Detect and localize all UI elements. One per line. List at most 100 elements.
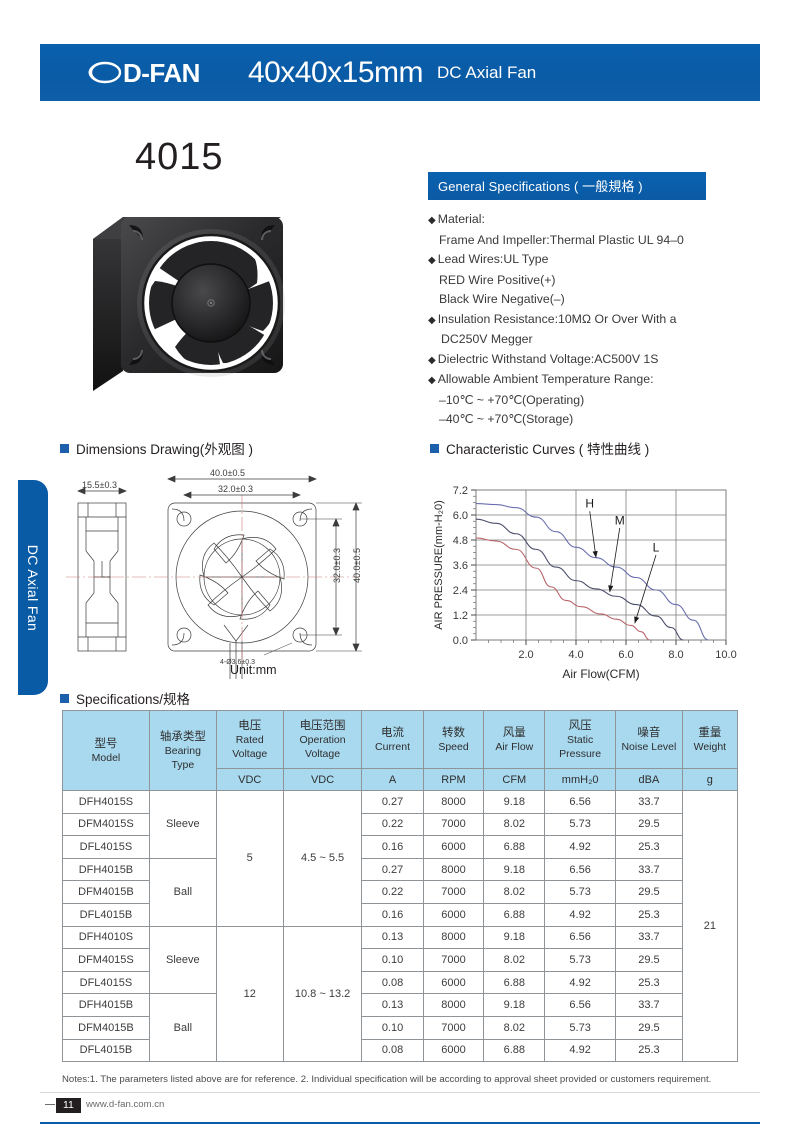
d-fan-ellipse-icon: [87, 60, 122, 85]
dim-width-holes: 32.0±0.3: [218, 484, 253, 494]
banner-subtitle: DC Axial Fan: [437, 63, 537, 82]
spec-line: ◆ Lead Wires:UL Type: [428, 252, 549, 266]
cell-noise-level: 29.5: [615, 948, 683, 972]
cell-operation-voltage: 10.8 ~ 13.2: [282, 925, 363, 1063]
section-heading-specifications: Specifications/规格: [60, 688, 190, 708]
cell-current: 0.08: [361, 1038, 424, 1063]
table-row: DFH4010S Sleeve 12 10.8 ~ 13.2 0.13 8000 9.18 6…: [62, 925, 738, 1063]
cell-noise-level: 25.3: [615, 835, 683, 859]
cell-rated-voltage: 5: [215, 790, 284, 927]
cell-static-pressure: 4.92: [544, 835, 617, 859]
cell-model: DFL4015B: [62, 902, 150, 927]
cell-air-flow: 8.02: [483, 812, 546, 837]
cell-static-pressure: 5.73: [544, 812, 617, 837]
spec-line: Black Wire Negative(–): [439, 292, 565, 306]
cell-static-pressure: 5.73: [544, 880, 617, 904]
cell-air-flow: 6.88: [483, 1038, 546, 1063]
cell-current: 0.10: [361, 1015, 424, 1040]
cell-model: DFM4015S: [62, 948, 150, 972]
spec-line: DC250V Megger: [441, 332, 533, 346]
cell-air-flow: 6.88: [483, 835, 546, 859]
table-row: DFM4015S 0.22 7000 8.02 5.73 29.5: [62, 812, 738, 837]
cell-static-pressure: 6.56: [544, 857, 617, 882]
cell-model: DFL4015B: [62, 1038, 150, 1063]
cell-noise-level: 29.5: [615, 1015, 683, 1040]
cell-model: DFH4010S: [62, 925, 150, 950]
cell-noise-level: 33.7: [615, 857, 683, 882]
svg-text:Air Flow(CFM): Air Flow(CFM): [562, 667, 639, 681]
unit-speed: RPM: [422, 768, 485, 791]
cell-bearing-type: Ball: [148, 857, 217, 927]
svg-text:0.0: 0.0: [453, 635, 468, 647]
footer-website: www.d-fan.com.cn: [86, 1099, 165, 1110]
cell-air-flow: 9.18: [483, 857, 546, 882]
cell-static-pressure: 4.92: [544, 902, 617, 927]
cell-rated-voltage: 12: [215, 925, 284, 1063]
cell-noise-level: 29.5: [615, 880, 683, 904]
unit-weight: g: [681, 768, 739, 791]
svg-text:H: H: [585, 497, 594, 511]
dim-width-outer: 40.0±0.5: [210, 468, 245, 478]
svg-text:1.2: 1.2: [453, 610, 468, 622]
table-row: DFL4015S 0.08 6000 6.88 4.92 25.3: [62, 970, 738, 995]
svg-text:4.8: 4.8: [453, 535, 468, 547]
bottom-blue-rule: [40, 1122, 760, 1124]
dimensions-drawing: 15.5±0.3 40.0±0.5 32.0±0.3 32.0±0.3 40.0…: [60, 465, 400, 680]
svg-text:6.0: 6.0: [618, 649, 633, 661]
cell-speed: 6000: [422, 835, 485, 859]
cell-air-flow: 9.18: [483, 993, 546, 1017]
diamond-bullet-icon: ◆: [428, 314, 436, 326]
cell-noise-level: 25.3: [615, 1038, 683, 1063]
diamond-bullet-icon: ◆: [428, 375, 436, 386]
unit-rated-voltage: VDC: [215, 768, 284, 791]
svg-text:2.4: 2.4: [453, 585, 468, 597]
cell-current: 0.16: [361, 835, 424, 859]
cell-static-pressure: 6.56: [544, 925, 617, 950]
footer-divider: [40, 1092, 760, 1093]
cell-current: 0.27: [361, 790, 424, 814]
dim-height-outer: 40.0±0.5: [352, 548, 362, 583]
table-row: DFM4015S 0.10 7000 8.02 5.73 29.5: [62, 948, 738, 972]
square-bullet-icon: [430, 443, 439, 453]
cell-speed: 6000: [422, 1038, 485, 1063]
svg-text:L: L: [653, 540, 660, 554]
side-tab-label: DC Axial Fan: [25, 544, 41, 631]
cell-static-pressure: 6.56: [544, 993, 617, 1017]
spec-line: Frame And Impeller:Thermal Plastic UL 94…: [439, 232, 684, 247]
cell-speed: 7000: [422, 812, 485, 837]
diamond-bullet-icon: ◆: [428, 354, 436, 366]
cell-noise-level: 25.3: [615, 970, 683, 995]
col-weight: 重量 Weight: [681, 710, 739, 769]
cell-operation-voltage: 4.5 ~ 5.5: [282, 790, 363, 927]
cell-speed: 8000: [422, 790, 485, 814]
cell-current: 0.22: [361, 880, 424, 904]
cell-current: 0.10: [361, 948, 424, 972]
cell-speed: 6000: [422, 902, 485, 927]
specifications-table: 型号 Model 轴承类型 Bearing Type 电压 Rated Volt…: [62, 710, 739, 1063]
cell-speed: 8000: [422, 993, 485, 1017]
cell-current: 0.13: [361, 925, 424, 950]
cell-model: DFH4015B: [62, 993, 150, 1017]
brand-name: D-FAN: [123, 57, 200, 88]
table-row: DFH4015S Sleeve 5 4.5 ~ 5.5 0.27 8000 9.18 6.56…: [62, 789, 739, 1063]
unit-noise-level: dBA: [615, 768, 683, 791]
unit-air-flow: CFM: [483, 768, 546, 791]
col-static-pressure: 风压 Static Pressure: [544, 710, 617, 769]
section-heading-curves: Characteristic Curves ( 特性曲线 ): [430, 438, 649, 458]
dim-thickness: 15.5±0.3: [82, 480, 117, 490]
spec-line: ◆ Material:: [428, 212, 485, 226]
table-header: 型号 Model 轴承类型 Bearing Type 电压 Rated Volt…: [62, 710, 739, 791]
cell-model: DFL4015S: [62, 970, 150, 995]
dimensions-unit-label: Unit:mm: [230, 663, 277, 677]
cell-speed: 8000: [422, 857, 485, 882]
svg-text:10.0: 10.0: [715, 649, 736, 661]
svg-text:M: M: [615, 513, 625, 527]
table-row: DFL4015B 0.08 6000 6.88 4.92 25.3: [62, 1038, 738, 1063]
cell-current: 0.13: [361, 993, 424, 1017]
table-body: DFH4015S Sleeve 5 4.5 ~ 5.5 0.27 8000 9.18 6.56…: [62, 789, 739, 1063]
diamond-bullet-icon: ◆: [428, 215, 436, 226]
svg-text:2.0: 2.0: [518, 649, 533, 661]
cell-air-flow: 9.18: [483, 790, 546, 814]
cell-static-pressure: 5.73: [544, 1015, 617, 1040]
table-row: DFH4015B Ball 0.27 8000 9.18 6.56 33.7: [62, 857, 738, 927]
